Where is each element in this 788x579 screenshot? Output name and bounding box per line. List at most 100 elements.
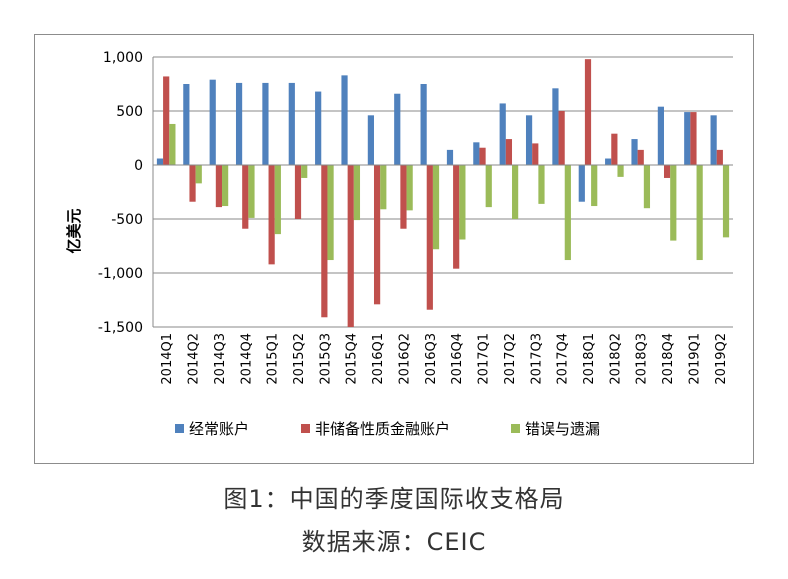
y-tick-label: 1,000 — [103, 50, 143, 66]
x-tick-label: 2014Q2 — [187, 333, 202, 385]
legend: 经常账户 非储备性质金融账户 错误与遗漏 — [175, 420, 600, 438]
x-tick-label: 2014Q4 — [239, 333, 254, 385]
bar-2018Q2-series-2 — [611, 133, 618, 165]
figure-caption: 图1：中国的季度国际收支格局 — [223, 485, 565, 513]
x-tick-label: 2014Q3 — [213, 333, 228, 385]
bar-2016Q3-series-3 — [432, 165, 440, 250]
y-tick-label: 500 — [116, 104, 143, 120]
x-tick-label: 2015Q2 — [292, 333, 307, 385]
bar-2016Q2-series-3 — [406, 165, 413, 211]
bar-2014Q1-series-1 — [156, 158, 164, 165]
bar-2014Q3-series-2 — [215, 165, 223, 208]
bar-2016Q1-series-3 — [380, 165, 387, 210]
bar-2018Q3-series-2 — [637, 149, 644, 165]
bar-2018Q4-series-2 — [663, 165, 671, 178]
chart: 1,000 500 0 -500 -1,000 -1,500 2014Q1 2014Q2 201… — [65, 50, 733, 438]
bar-2018Q2-series-3 — [617, 165, 624, 177]
x-tick-label: 2017Q3 — [529, 333, 544, 385]
bar-2018Q2-series-1 — [605, 158, 612, 165]
bar-2017Q2-series-3 — [512, 165, 519, 219]
bar-2016Q4-series-3 — [459, 165, 466, 240]
bar-2014Q2-series-1 — [183, 84, 190, 165]
bar-2014Q4-series-3 — [248, 165, 255, 218]
bar-2018Q1-series-2 — [584, 59, 592, 165]
axes: 1,000 500 0 -500 -1,000 -1,500 2014Q1 2014Q2 201… — [98, 50, 733, 385]
x-tick-label: 2018Q4 — [661, 333, 676, 385]
bar-2015Q3-series-2 — [321, 165, 328, 318]
bar-2015Q2-series-1 — [288, 82, 295, 165]
bar-2016Q2-series-2 — [400, 165, 407, 229]
x-tick-label: 2016Q1 — [371, 333, 386, 385]
bar-2016Q4-series-1 — [446, 149, 454, 165]
y-tick-label: -1,000 — [98, 266, 143, 282]
bar-2015Q4-series-3 — [353, 165, 361, 221]
bar-2015Q3-series-1 — [315, 91, 322, 165]
legend-swatch-2 — [301, 424, 310, 433]
legend-label-2: 非储备性质金融账户 — [315, 420, 450, 438]
chart-frame: 1,000 500 0 -500 -1,000 -1,500 2014Q1 2014Q2 201… — [34, 34, 754, 464]
bar-2018Q4-series-3 — [670, 165, 677, 241]
bar-2018Q3-series-3 — [643, 165, 651, 209]
bar-2019Q2-series-1 — [710, 115, 717, 165]
bar-2014Q2-series-2 — [189, 165, 196, 202]
x-tick-label: 2015Q3 — [318, 333, 333, 385]
bar-2014Q1-series-2 — [163, 76, 170, 165]
bar-2015Q1-series-3 — [274, 165, 281, 235]
x-tick-label: 2018Q2 — [608, 333, 623, 385]
bar-2015Q1-series-2 — [268, 165, 275, 265]
y-tick-label: 0 — [134, 158, 143, 174]
bar-2017Q1-series-1 — [473, 142, 480, 165]
bar-2017Q1-series-3 — [485, 165, 492, 208]
bar-2015Q2-series-2 — [294, 165, 302, 219]
bar-2019Q1-series-1 — [684, 112, 691, 165]
bar-2018Q1-series-3 — [591, 165, 598, 207]
bar-2014Q2-series-3 — [195, 165, 202, 184]
bar-2014Q4-series-1 — [235, 82, 243, 165]
x-tick-label: 2019Q2 — [714, 333, 729, 385]
bars — [156, 59, 730, 327]
bar-2016Q1-series-2 — [373, 165, 381, 305]
bar-2019Q1-series-2 — [690, 112, 697, 165]
x-tick-label: 2019Q1 — [687, 333, 702, 385]
bar-2019Q1-series-3 — [696, 165, 703, 261]
x-tick-label: 2015Q4 — [345, 333, 360, 385]
bar-2019Q2-series-2 — [716, 149, 723, 165]
bar-2018Q3-series-1 — [631, 139, 638, 165]
bar-2019Q2-series-3 — [722, 165, 730, 238]
bar-2016Q3-series-2 — [426, 165, 433, 310]
legend-label-1: 经常账户 — [189, 420, 249, 438]
bar-2016Q3-series-1 — [420, 84, 427, 165]
x-tick-label: 2017Q1 — [477, 333, 492, 385]
y-tick-label: -500 — [111, 212, 143, 228]
bar-2017Q3-series-2 — [532, 143, 539, 165]
bar-2016Q1-series-1 — [367, 115, 374, 165]
bar-2014Q4-series-2 — [242, 165, 249, 229]
bar-2016Q2-series-1 — [394, 93, 401, 165]
bar-2015Q4-series-1 — [341, 75, 348, 165]
legend-swatch-3 — [511, 424, 520, 433]
bar-2016Q4-series-2 — [453, 165, 460, 269]
bar-2017Q2-series-1 — [499, 103, 506, 165]
x-tick-label: 2018Q3 — [635, 333, 650, 385]
bar-2017Q3-series-1 — [525, 115, 533, 165]
bar-2014Q1-series-3 — [169, 123, 176, 165]
bar-2015Q2-series-3 — [301, 165, 308, 178]
bar-2015Q3-series-3 — [327, 165, 334, 261]
bar-2015Q1-series-1 — [262, 82, 269, 165]
bar-2017Q2-series-2 — [505, 139, 513, 165]
x-tick-label: 2017Q4 — [556, 333, 571, 385]
bar-2014Q3-series-3 — [222, 165, 229, 207]
bar-2017Q4-series-3 — [564, 165, 571, 261]
x-tick-label: 2016Q4 — [450, 333, 465, 385]
bar-2018Q1-series-1 — [578, 165, 585, 202]
x-tick-label: 2015Q1 — [266, 333, 281, 385]
x-tick-label: 2017Q2 — [503, 333, 518, 385]
legend-swatch-1 — [175, 424, 184, 433]
y-tick-label: -1,500 — [98, 320, 143, 336]
bar-2018Q4-series-1 — [657, 106, 664, 165]
bar-2014Q3-series-1 — [209, 79, 216, 165]
x-tick-label: 2018Q1 — [582, 333, 597, 385]
x-tick-label: 2016Q3 — [424, 333, 439, 385]
bar-2017Q3-series-3 — [538, 165, 545, 204]
legend-label-3: 错误与遗漏 — [525, 420, 600, 438]
